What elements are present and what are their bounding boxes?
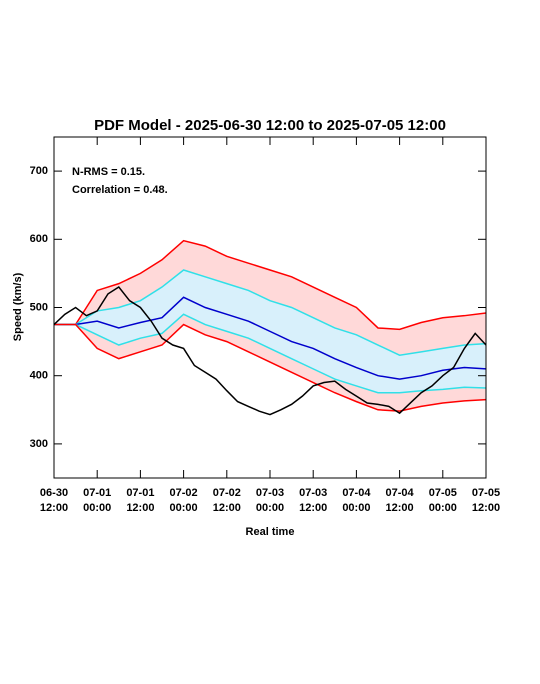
y-tick-label: 600 [30,233,48,245]
series-line [54,269,487,357]
y-tick-label: 400 [30,370,48,382]
x-tick-label: 07-03 12:00 [299,487,328,514]
series-line [54,239,487,331]
annotation: N-RMS = 0.15. [72,166,145,178]
plot-area [53,239,487,416]
x-tick-label: 07-04 12:00 [385,487,414,514]
series-line [54,313,487,394]
chart-title: PDF Model - 2025-06-30 12:00 to 2025-07-… [94,117,446,134]
x-tick-label: 06-30 12:00 [39,487,69,514]
y-axis-label: Speed (km/s) [12,272,24,341]
y-tick-label: 300 [30,438,48,450]
series-line [54,296,487,380]
x-tick-label: 07-05 12:00 [471,487,501,514]
x-tick-label: 07-04 00:00 [342,487,371,514]
y-tick-label: 500 [30,301,48,313]
x-tick-label: 07-01 12:00 [126,487,155,514]
x-tick-label: 07-02 12:00 [212,487,241,514]
x-tick-label: 07-05 00:00 [428,487,457,514]
y-tick-label: 700 [30,165,48,177]
series-line [53,286,487,416]
x-axis-label: Real time [246,526,295,538]
series-line [54,323,487,412]
annotation: Correlation = 0.48. [72,184,168,196]
x-tick-label: 07-01 00:00 [83,487,112,514]
x-tick-label: 07-02 00:00 [169,487,198,514]
x-tick-label: 07-03 00:00 [255,487,285,514]
